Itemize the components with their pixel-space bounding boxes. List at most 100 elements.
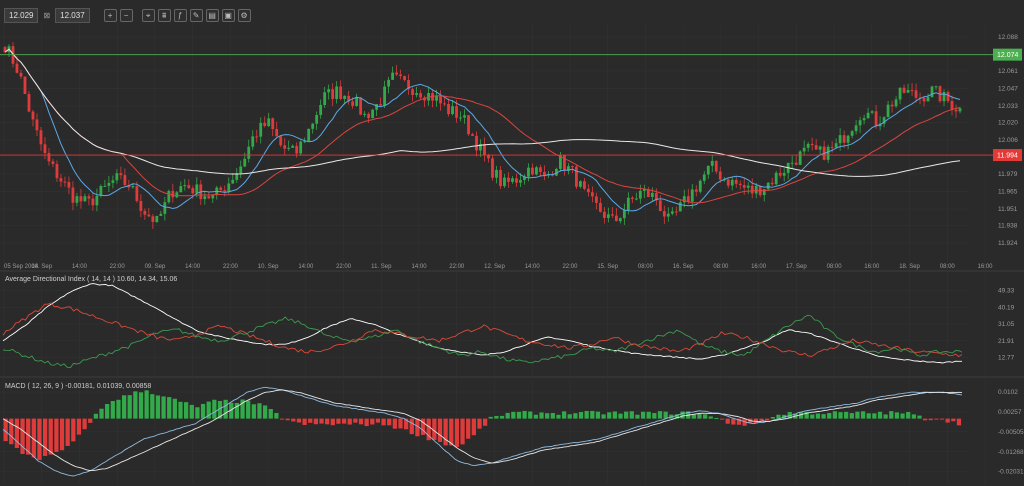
resistance-level-label: 12.074 [997, 52, 1019, 59]
settings-button[interactable]: ⚙ [237, 9, 251, 22]
candle-body [239, 166, 243, 174]
candle-body [51, 161, 55, 165]
macd-bar [88, 418, 93, 423]
macd-bar [556, 414, 561, 419]
candle-body [606, 214, 610, 218]
candle-body [315, 114, 319, 124]
candle-body [954, 109, 958, 112]
candle-body [303, 141, 307, 143]
candle-body [55, 164, 59, 179]
zoom-out-button[interactable]: − [119, 9, 133, 22]
spread-icon: ⊠ [43, 11, 51, 20]
candle-body [223, 190, 227, 192]
mid-ma-line [4, 48, 961, 204]
zoom-in-button[interactable]: + [103, 9, 117, 22]
candle-body [95, 195, 99, 206]
macd-bar [483, 418, 488, 426]
macd-bar [883, 414, 888, 419]
macd-bar [804, 411, 809, 419]
macd-bar [144, 390, 149, 419]
candle-body [531, 167, 534, 175]
macd-bar [420, 418, 426, 435]
drawing-button[interactable]: ✎ [189, 9, 203, 22]
candle-body [243, 158, 247, 167]
macd-bar [934, 418, 939, 420]
candle-body [135, 186, 139, 201]
candle-body [782, 172, 786, 176]
macd-bar [3, 418, 8, 442]
candle-body [471, 134, 474, 136]
candle-body [543, 171, 546, 176]
candle-body [263, 122, 267, 127]
candle-body [806, 143, 810, 148]
macd-bar [663, 411, 668, 419]
macd-bar [31, 418, 36, 458]
adx-line [2, 283, 962, 364]
macd-bar [415, 418, 420, 437]
candle-body [598, 202, 602, 212]
candle-body [219, 187, 223, 191]
price-tick-label: 12.047 [998, 86, 1018, 93]
candle-body [347, 95, 351, 102]
candle-body [475, 135, 478, 151]
macd-bar [736, 418, 742, 425]
macd-bar [635, 414, 640, 419]
candle-body [810, 143, 814, 146]
time-tick-label: 22:00 [336, 264, 352, 270]
candle-body [235, 173, 239, 180]
candle-body [870, 111, 874, 113]
macd-bar [844, 411, 849, 419]
macd-bar [409, 418, 414, 435]
indicators-button[interactable]: ƒ [173, 9, 187, 22]
macd-bar [14, 418, 20, 448]
candle-body [179, 186, 183, 193]
template-button[interactable]: ▤ [205, 9, 219, 22]
candle-body [375, 104, 379, 110]
candle-body [411, 89, 414, 95]
candle-body [191, 188, 195, 194]
candle-body [363, 113, 367, 115]
macd-bar [291, 418, 296, 422]
screenshot-button[interactable]: ▣ [221, 9, 235, 22]
macd-bar [138, 392, 144, 419]
candle-body [291, 145, 295, 148]
candle-body [882, 117, 886, 124]
macd-bar [471, 418, 476, 436]
candle-body [842, 135, 846, 143]
candle-body [826, 146, 830, 160]
candle-body [495, 169, 498, 178]
macd-bar [945, 418, 950, 423]
macd-bar [99, 408, 104, 419]
candle-body [31, 111, 35, 120]
candle-body [702, 174, 706, 181]
candle-body [539, 167, 542, 172]
macd-bar [443, 418, 448, 446]
macd-bar [426, 418, 431, 441]
candle-body [930, 86, 934, 98]
candle-body [167, 190, 171, 203]
price-tick-label: 11.951 [998, 206, 1018, 213]
candle-body [147, 214, 151, 217]
candle-body [559, 155, 562, 169]
candle-body [910, 89, 914, 91]
cursor-tool-button[interactable]: ⌖ [141, 9, 155, 22]
macd-bar [285, 418, 290, 421]
candle-body [958, 108, 962, 112]
candle-body [459, 117, 462, 119]
macd-bar [105, 404, 110, 419]
candle-body [123, 175, 127, 185]
time-tick-label: 22:00 [223, 264, 239, 270]
macd-bar [624, 411, 629, 419]
chart-type-button[interactable]: ⩩ [157, 9, 171, 22]
macd-bar [917, 415, 922, 419]
time-tick-label: 09. Sep [145, 264, 166, 270]
macd-bar [246, 400, 251, 419]
candle-body [155, 215, 159, 222]
macd-bar [279, 418, 285, 420]
candle-body [563, 155, 566, 171]
candle-body [15, 63, 19, 73]
candle-body [858, 120, 862, 126]
candle-body [690, 189, 694, 202]
candle-body [295, 145, 299, 154]
